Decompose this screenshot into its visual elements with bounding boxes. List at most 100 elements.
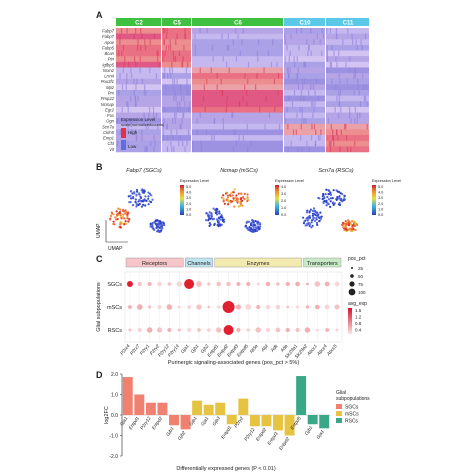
umap-point <box>329 191 332 194</box>
umap-point <box>342 199 345 202</box>
heatmap-streak <box>162 73 164 79</box>
umap-point <box>125 210 128 214</box>
umap-point <box>230 200 234 203</box>
heatmap-streak <box>181 140 184 147</box>
dotplot-gene-label: P2ry2 <box>149 343 161 356</box>
heatmap-cell <box>192 95 283 102</box>
heatmap-streak <box>300 95 302 102</box>
heatmap-cell <box>162 39 191 46</box>
dotplot-dot <box>207 305 211 309</box>
heatmap-streak <box>315 140 317 147</box>
heatmap-streak <box>361 44 363 51</box>
color-legend-value: 1.2 <box>355 315 362 320</box>
heatmap-streak <box>119 33 121 40</box>
heatmap-streak <box>166 135 169 141</box>
heatmap-cell <box>284 101 325 108</box>
heatmap-streak <box>298 44 300 51</box>
gene-label: Apoe <box>103 40 114 45</box>
heatmap-streak <box>135 28 137 34</box>
heatmap-streak <box>141 129 143 136</box>
heatmap-streak <box>331 44 333 51</box>
umap-point <box>308 211 311 214</box>
heatmap-streak <box>335 28 337 34</box>
heatmap-cell <box>192 56 283 63</box>
heatmap-cell <box>326 106 369 113</box>
umap-title: Fabp7 (SGCs) <box>126 168 162 174</box>
heatmap-streak <box>235 56 237 62</box>
bar <box>273 415 283 431</box>
umap-point <box>308 224 311 228</box>
heatmap-streak <box>228 44 230 51</box>
heatmap-streak <box>259 106 261 113</box>
heatmap-cell <box>116 50 161 57</box>
umap-point <box>122 208 125 212</box>
heatmap-streak <box>172 78 174 85</box>
heatmap-streak <box>354 140 356 147</box>
dotplot-dot <box>206 328 211 332</box>
umap-point <box>343 194 346 197</box>
heatmap-streak <box>310 84 312 90</box>
dotplot-gene-label: Nt5e <box>249 343 259 354</box>
heatmap-streak <box>168 44 170 51</box>
heatmap-streak <box>338 101 341 107</box>
dotplot-dot <box>324 281 330 287</box>
heatmap-streak <box>164 28 166 34</box>
heatmap-streak <box>244 73 246 79</box>
umap-point <box>254 219 257 223</box>
dotplot-dot <box>156 327 163 333</box>
heatmap-streak <box>247 61 250 68</box>
umap-point <box>220 215 223 218</box>
bar <box>226 415 237 425</box>
heatmap-cell <box>162 106 191 113</box>
dotplot-dot <box>137 327 142 333</box>
heatmap-streak <box>140 28 142 34</box>
heatmap-streak <box>173 56 175 62</box>
umap-point <box>322 195 325 198</box>
cluster-label: C10 <box>299 21 311 27</box>
heatmap-legend-high: High <box>128 130 138 135</box>
heatmap-streak <box>173 78 176 85</box>
umap-point <box>312 216 315 220</box>
heatmap-streak <box>153 146 155 152</box>
heatmap-streak <box>335 33 338 40</box>
bar <box>284 415 295 436</box>
umap-point <box>317 213 320 216</box>
gene-label: Scn7a <box>102 124 115 129</box>
bar <box>157 402 168 415</box>
umap-point <box>154 219 157 222</box>
heatmap-streak <box>346 146 349 152</box>
umap-point <box>118 212 121 215</box>
heatmap-streak <box>196 129 198 136</box>
color-legend-title: avg_exp <box>348 301 367 307</box>
heatmap-cell <box>192 44 283 51</box>
dotplot-dot <box>334 281 340 287</box>
heatmap-streak <box>232 39 234 45</box>
heatmap-streak <box>206 28 208 34</box>
umap-point <box>154 222 157 225</box>
dotplot-gene-label: Adk <box>269 343 279 354</box>
umap-point <box>141 199 144 202</box>
heatmap-streak <box>226 95 228 102</box>
legend-low-swatch <box>121 140 126 150</box>
heatmap-streak <box>326 50 328 57</box>
bar-y-tick-label: 1.0 <box>111 392 118 398</box>
heatmap-streak <box>225 106 227 113</box>
heatmap-cell <box>284 56 325 63</box>
umap-point <box>150 226 153 229</box>
heatmap-streak <box>293 90 296 96</box>
umap-legend-title: Expression Level <box>180 179 209 183</box>
heatmap-streak <box>362 73 364 79</box>
umap-point <box>220 223 223 226</box>
bar <box>134 394 145 415</box>
heatmap-streak <box>134 101 137 107</box>
umap-point <box>316 223 319 226</box>
umap-point <box>158 219 162 223</box>
heatmap-streak <box>199 67 201 74</box>
heatmap-streak <box>300 28 303 34</box>
dotplot-dot <box>216 281 221 287</box>
dotplot-dot <box>137 281 142 287</box>
heatmap-cell <box>284 39 325 46</box>
heatmap-streak <box>301 118 303 124</box>
heatmap-streak <box>188 90 190 96</box>
umap-point <box>246 196 249 199</box>
